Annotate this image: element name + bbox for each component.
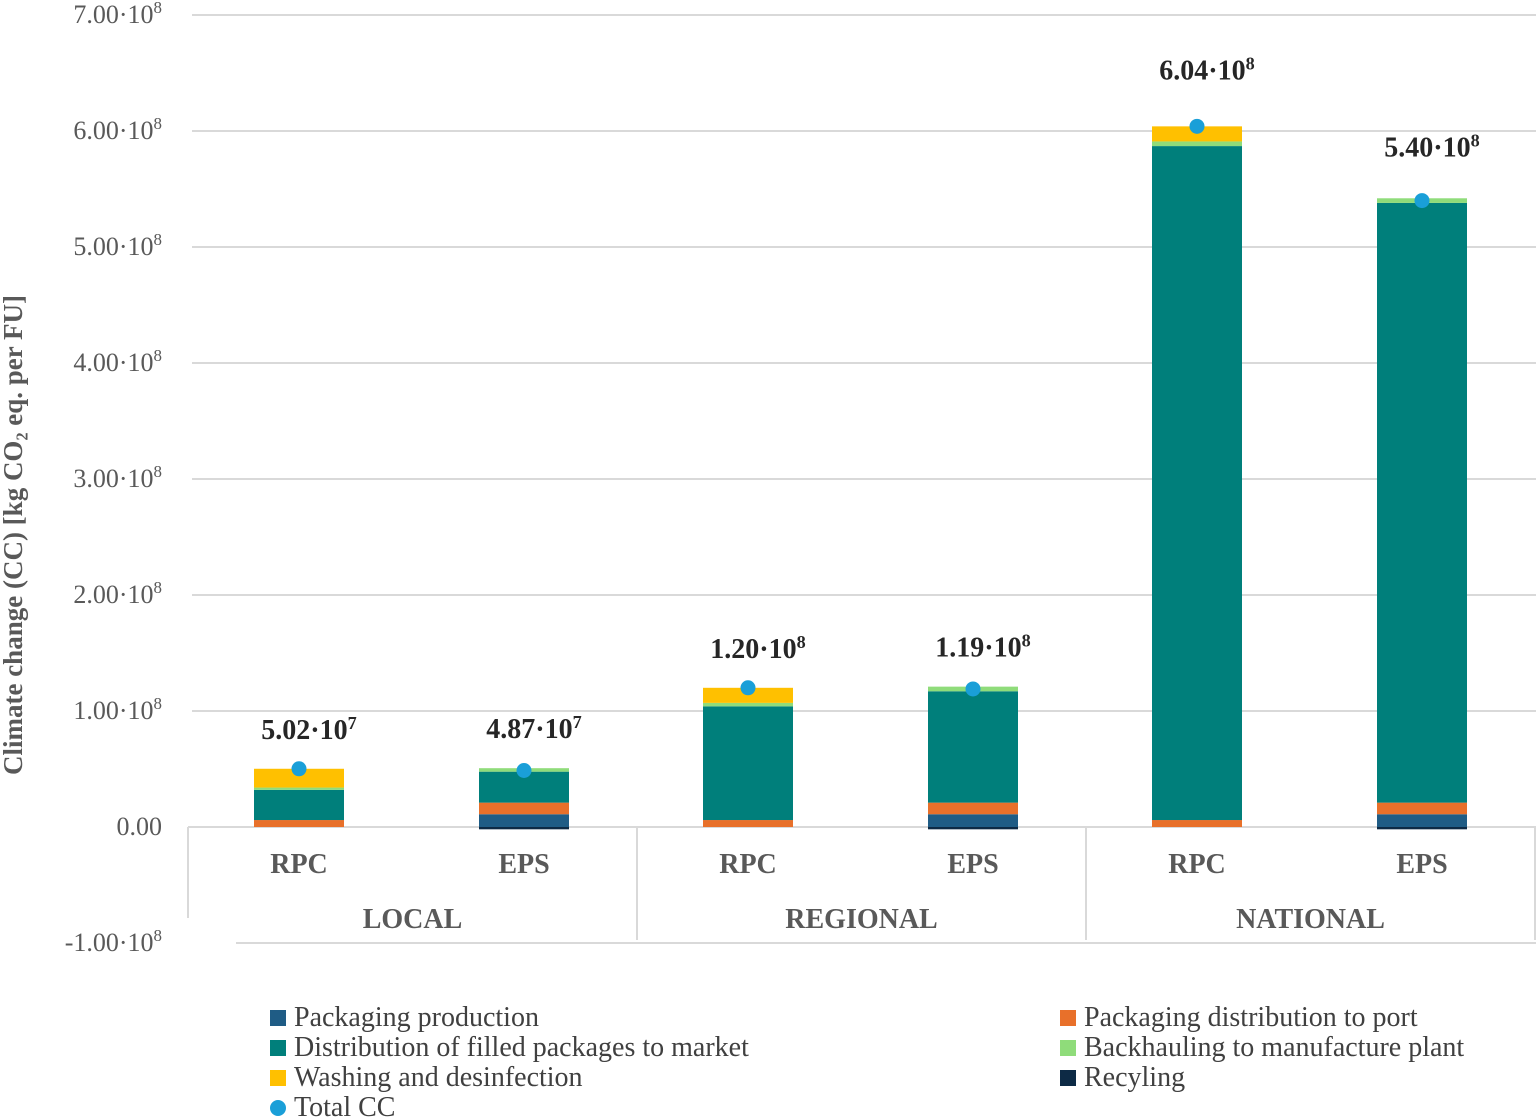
bar-segment [1377, 814, 1467, 827]
category-label: RPC [719, 849, 777, 880]
data-label: 5.02·107 [261, 713, 356, 746]
bar-segment [928, 802, 1018, 815]
legend-item: Packaging production [270, 1003, 1060, 1033]
y-tick-label: 7.00·108 [73, 0, 162, 29]
legend-swatch [1060, 1040, 1076, 1056]
category-label: RPC [1168, 849, 1226, 880]
group-label: REGIONAL [785, 904, 937, 935]
category-label: EPS [947, 849, 998, 880]
legend-swatch [270, 1010, 286, 1026]
bar-segment [1377, 202, 1467, 803]
total-marker [1414, 193, 1430, 209]
y-tick-label: 4.00·108 [73, 346, 162, 377]
category-label: EPS [1396, 849, 1447, 880]
y-axis-label: Climate change (CC) [kg CO₂ eq. per FU] [0, 295, 28, 775]
data-label: 5.40·108 [1384, 130, 1479, 163]
legend-swatch [1060, 1010, 1076, 1026]
legend: Packaging production Packaging distributi… [270, 1003, 1530, 1120]
legend-label: Washing and desinfection [294, 1062, 583, 1093]
bar-segment [254, 787, 344, 790]
legend-dot-icon [270, 1100, 286, 1116]
bar-segment [254, 820, 344, 827]
bar-segment [928, 691, 1018, 803]
legend-item: Distribution of filled packages to marke… [270, 1033, 1060, 1063]
bar-segment [479, 827, 569, 830]
y-tick-label: 5.00·108 [73, 230, 162, 261]
y-tick-label: 3.00·108 [73, 462, 162, 493]
data-label: 1.20·108 [710, 632, 805, 665]
total-marker [740, 680, 756, 696]
chart-svg: 7.00·108 6.00·108 5.00·108 4.00·108 3.00·108… [0, 0, 1536, 957]
bar-segment [703, 820, 793, 827]
legend-label: Packaging distribution to port [1084, 1002, 1418, 1033]
bar-segment [1377, 802, 1467, 815]
legend-item: Packaging distribution to port [1060, 1003, 1530, 1033]
total-marker [965, 681, 981, 697]
total-marker [291, 761, 307, 777]
bar-segment [928, 814, 1018, 827]
bar-segment [479, 802, 569, 815]
bar-segment [1152, 141, 1242, 147]
legend-swatch [270, 1070, 286, 1086]
legend-label: Total CC [294, 1092, 396, 1120]
group-label: LOCAL [363, 904, 463, 935]
bar-segment [1152, 820, 1242, 827]
legend-swatch [270, 1040, 286, 1056]
legend-label: Recyling [1084, 1062, 1186, 1093]
bar-segment [254, 768, 344, 788]
category-label: EPS [498, 849, 549, 880]
data-label: 6.04·108 [1159, 53, 1254, 86]
data-label: 1.19·108 [935, 631, 1030, 664]
bar-segment [703, 702, 793, 707]
bar-segment [703, 687, 793, 703]
total-marker [1189, 118, 1205, 134]
legend-item: Washing and desinfection [270, 1063, 1060, 1093]
bar-segment [479, 814, 569, 827]
category-label: RPC [270, 849, 328, 880]
bar-segment [1152, 126, 1242, 142]
y-tick-label: 2.00·108 [73, 578, 162, 609]
bar-segment [703, 706, 793, 821]
bar-segment [1152, 146, 1242, 821]
legend-label: Distribution of filled packages to marke… [294, 1032, 749, 1063]
y-tick-label: 1.00·108 [73, 694, 162, 725]
y-tick-label: -1.00·108 [65, 926, 162, 957]
y-tick-label: 6.00·108 [73, 114, 162, 145]
legend-item: Recyling [1060, 1063, 1530, 1093]
legend-item: Total CC [270, 1093, 1060, 1120]
legend-label: Packaging production [294, 1002, 539, 1033]
y-tick-label: 0.00 [117, 812, 163, 841]
legend-item: Backhauling to manufacture plant [1060, 1033, 1530, 1063]
data-label: 4.87·107 [486, 712, 581, 745]
total-marker [516, 763, 532, 779]
bar-segment [928, 827, 1018, 830]
bar-segment [254, 789, 344, 821]
legend-swatch [1060, 1070, 1076, 1086]
group-label: NATIONAL [1236, 904, 1385, 935]
legend-label: Backhauling to manufacture plant [1084, 1032, 1465, 1063]
bar-segment [1377, 827, 1467, 830]
